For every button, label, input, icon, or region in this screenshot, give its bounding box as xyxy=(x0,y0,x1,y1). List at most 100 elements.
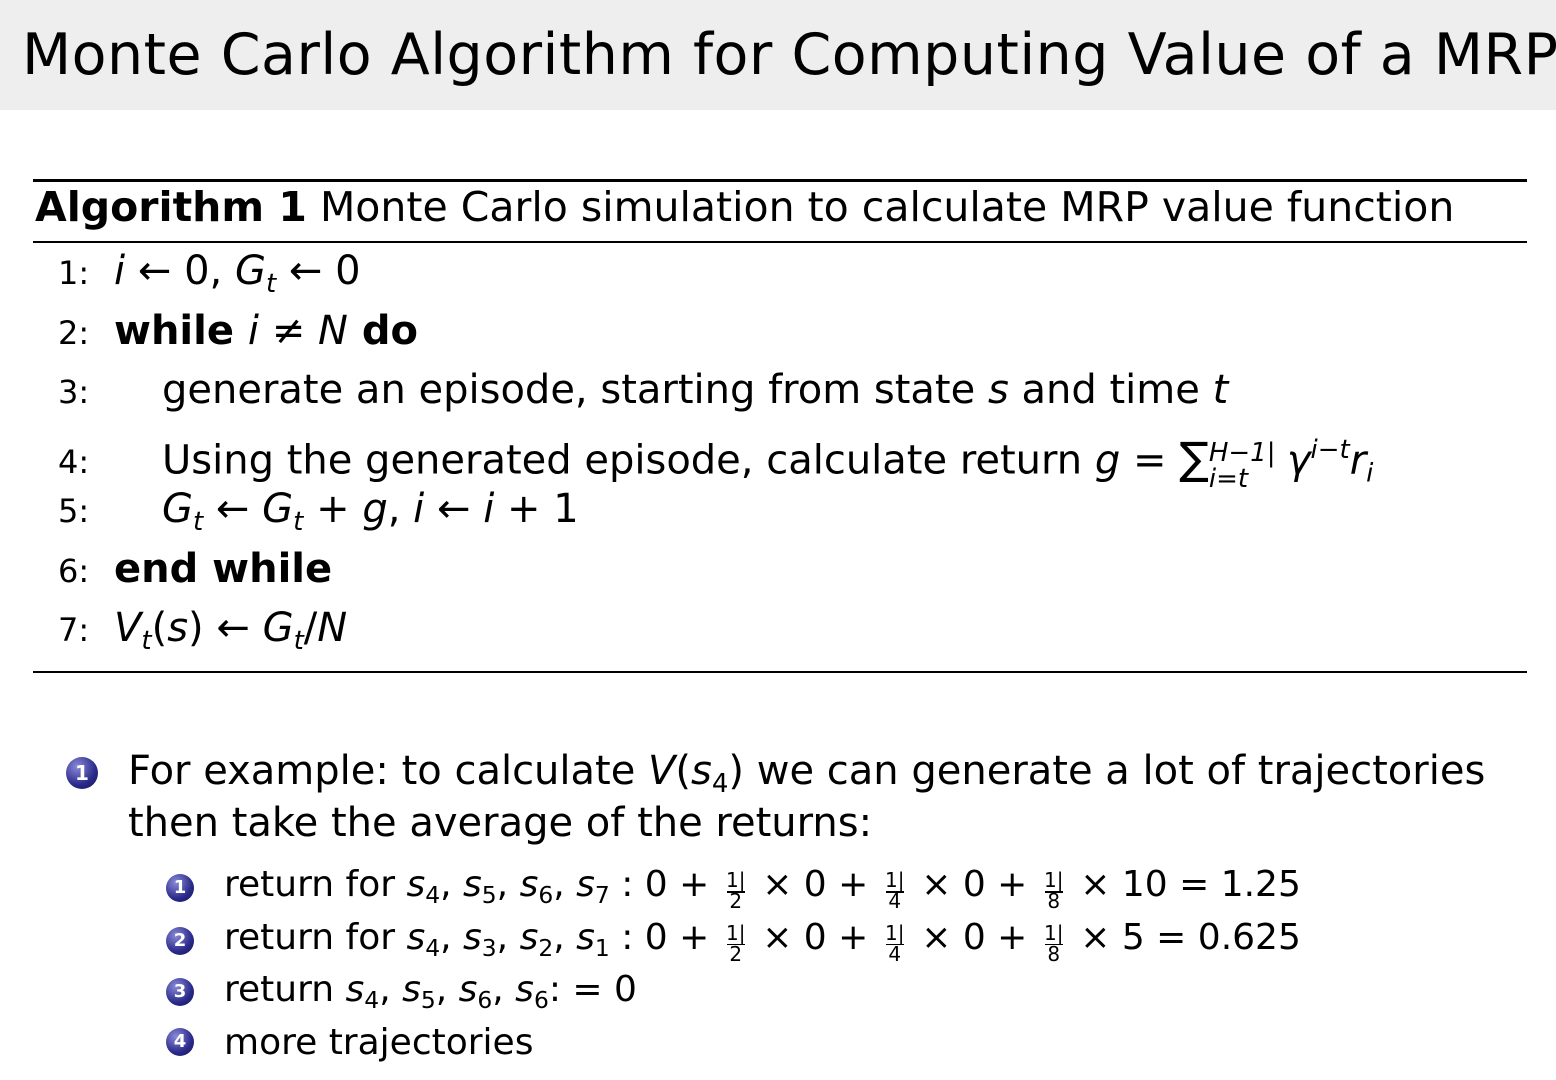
math-fragment: ( xyxy=(151,605,168,651)
math-fragment: s xyxy=(515,969,534,1010)
algorithm-caption: Monte Carlo simulation to calculate MRP … xyxy=(319,183,1455,231)
math-fragment: r xyxy=(1349,437,1367,484)
math-fragment: ) ← xyxy=(188,605,263,651)
math-fragment: G xyxy=(162,486,193,532)
math-fragment: t xyxy=(141,625,152,656)
math-fragment: s xyxy=(402,969,421,1010)
sub-bullet: 3 return s4, s5, s6, s6: = 0 xyxy=(166,969,637,1014)
line-number: 6: xyxy=(58,551,90,590)
line-number: 2: xyxy=(58,313,90,352)
math-fragment: , xyxy=(379,969,403,1010)
fraction: 1|2 xyxy=(726,920,746,966)
line-number: 1: xyxy=(58,254,90,292)
math-fragment: : 0 + xyxy=(609,864,721,905)
fraction: 1|8 xyxy=(1044,920,1064,966)
math-fragment: return for xyxy=(224,916,407,958)
math-fragment: s xyxy=(406,864,426,905)
math-fragment: , xyxy=(553,916,577,958)
math-fragment: generate an episode, starting from state xyxy=(162,367,988,413)
line-number: 5: xyxy=(58,492,90,530)
math-fragment: γ xyxy=(1286,437,1311,484)
bullet-ball-icon: 1 xyxy=(66,757,98,790)
sub-bullet-text: return for s4, s3, s2, s1 : 0 + 1|2 × 0 … xyxy=(224,917,1301,965)
math-fragment: V xyxy=(114,605,142,651)
algorithm-header-rule xyxy=(33,241,1527,243)
sub-bullet: 1 return for s4, s5, s6, s7 : 0 + 1|2 × 0… xyxy=(166,864,1301,912)
math-fragment: ← xyxy=(424,486,484,532)
math-fragment: return for xyxy=(224,864,407,905)
math-fragment: s xyxy=(519,916,539,958)
math-fragment: , xyxy=(440,864,464,905)
fraction: 1|8 xyxy=(1044,868,1064,913)
slide-title: Monte Carlo Algorithm for Computing Valu… xyxy=(22,22,1556,88)
math-fragment: , xyxy=(440,916,464,958)
math-fragment: s xyxy=(345,969,365,1010)
math-fragment: , xyxy=(496,864,520,905)
math-fragment: = xyxy=(1120,437,1180,484)
math-fragment: 6 xyxy=(538,881,554,910)
sum-limits: H−1|i=t xyxy=(1208,438,1276,495)
math-fragment: : 0 + xyxy=(609,916,721,958)
math-fragment: × 0 + xyxy=(750,864,880,905)
math-fragment: t xyxy=(293,506,304,537)
fraction: 1|4 xyxy=(885,868,905,913)
math-fragment: × 0 + xyxy=(909,916,1039,958)
sub-bullet-text: return for s4, s5, s6, s7 : 0 + 1|2 × 0 … xyxy=(224,864,1301,912)
sub-bullet-text: return s4, s5, s6, s6: = 0 xyxy=(224,969,637,1014)
sub-bullet: 2 return for s4, s3, s2, s1 : 0 + 1|2 × 0… xyxy=(166,917,1301,965)
math-fragment: : = 0 xyxy=(548,969,637,1010)
math-fragment: 5 xyxy=(420,986,436,1015)
math-fragment: ≠ xyxy=(259,307,318,354)
algorithm-label: Algorithm 1 xyxy=(35,183,307,231)
math-fragment: while xyxy=(114,307,248,354)
math-fragment: ← xyxy=(203,486,263,532)
math-fragment: × 0 + xyxy=(909,864,1039,905)
math-fragment: , xyxy=(435,969,459,1010)
math-fragment: 5 xyxy=(481,881,497,910)
math-fragment: , xyxy=(553,864,577,905)
math-fragment: ← 0, xyxy=(125,248,235,294)
math-fragment: and time xyxy=(1008,367,1213,413)
bullet-ball-icon: 4 xyxy=(166,1028,194,1056)
math-fragment: i xyxy=(1366,457,1374,488)
math-fragment: 7 xyxy=(594,881,610,910)
algorithm-line: 1: i ← 0, Gt ← 0 xyxy=(58,242,361,300)
math-fragment: 4 xyxy=(364,986,380,1015)
math-fragment: i xyxy=(114,248,126,294)
math-fragment: s xyxy=(691,748,712,794)
algorithm-line: 5: Gt ← Gt + g, i ← i + 1 xyxy=(58,480,579,538)
math-fragment: G xyxy=(262,605,294,651)
math-fragment: t xyxy=(1212,367,1229,413)
math-fragment: 2 xyxy=(538,933,554,962)
fraction: 1|2 xyxy=(726,868,746,913)
math-fragment: , xyxy=(492,969,516,1010)
line-number: 7: xyxy=(58,611,90,649)
math-fragment: 6 xyxy=(477,986,493,1015)
bullet-main-continuation: then take the average of the returns: xyxy=(128,800,873,846)
math-fragment: G xyxy=(262,486,294,532)
math-fragment: N xyxy=(317,307,348,354)
math-fragment: ∑ xyxy=(1179,433,1209,485)
math-fragment: t xyxy=(193,506,204,537)
math-fragment: N xyxy=(317,605,348,651)
bullet-ball-icon: 3 xyxy=(166,977,194,1006)
math-fragment: G xyxy=(234,248,266,294)
math-fragment: s xyxy=(519,864,539,905)
math-fragment: s xyxy=(458,969,478,1010)
line-number: 4: xyxy=(58,443,90,482)
math-fragment: s xyxy=(987,367,1009,413)
bullet-ball-icon: 1 xyxy=(166,874,194,902)
math-fragment: t xyxy=(293,625,304,656)
title-bar: Monte Carlo Algorithm for Computing Valu… xyxy=(0,0,1556,110)
math-fragment: 4 xyxy=(711,768,729,799)
math-fragment: / xyxy=(303,605,318,651)
math-fragment: 3 xyxy=(481,933,497,962)
math-fragment: end while xyxy=(114,545,333,592)
algorithm-line: 2: while i ≠ N do xyxy=(58,302,418,360)
math-fragment: × 5 = 0.625 xyxy=(1068,916,1301,958)
math-fragment: V xyxy=(648,748,676,794)
math-fragment: i xyxy=(413,486,425,532)
algorithm-line: 7: Vt(s) ← Gt/N xyxy=(58,599,347,657)
sub-bullet-text: more trajectories xyxy=(224,1022,533,1063)
math-fragment: s xyxy=(167,605,189,651)
